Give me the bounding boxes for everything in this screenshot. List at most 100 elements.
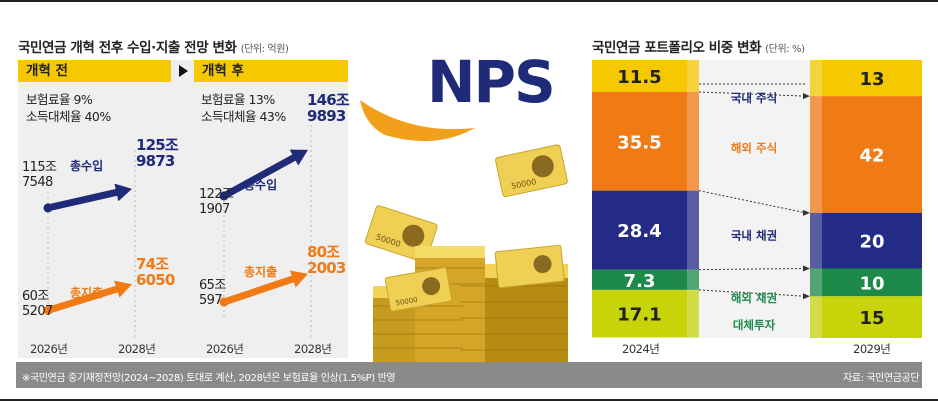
footer-note: ※국민연금 중기재정전망(2024~2028) 토대로 계산, 2028년은 보… [22,373,396,384]
portfolio-bar-2029년-국내 주식 [822,60,922,97]
portfolio-value-2024년-국내 주식: 11.5 [617,67,661,88]
after-year-2026: 2026년 [206,342,244,356]
portfolio-value-2029년-국내 주식: 13 [859,69,884,90]
left-unit: (단위: 억원) [240,44,289,55]
center-illustration: NPS 50000 50000 [360,48,568,362]
portfolio-bar-2029년-해외 주식 [822,96,922,213]
after-expense-2026-value: 65조 597 [199,278,226,308]
footer-source: 자료: 국민연금공단 [843,373,920,384]
portfolio-bar-2029년-국내 채권 [822,212,922,269]
portfolio-bar-2024년-국내 채권 [592,190,687,270]
portfolio-connector-arrow-3 [803,265,810,272]
before-income-label: 총수입 [70,159,104,173]
portfolio-flap-2024년-해외 주식 [687,91,699,191]
after-expense-arrow-line [220,274,300,306]
portfolio-flap-2029년-해외 채권 [810,268,822,297]
before-year-2026: 2026년 [30,342,68,356]
after-income-arrow-head [289,149,308,166]
right-heading: 국민연금 포트폴리오 비중 변화 (단위: %) [592,36,805,56]
left-heading: 국민연금 개혁 전후 수입·지출 전망 변화 (단위: 억원) [18,36,289,56]
left-panel [18,60,348,358]
after-rate-premium: 보험료율 13% [201,92,275,107]
portfolio-value-2024년-국내 채권: 28.4 [617,221,661,242]
portfolio-flap-2029년-대체투자 [810,296,822,338]
portfolio-connector-arrow-2 [803,209,810,216]
portfolio-value-2024년-대체투자: 17.1 [617,305,661,326]
before-expense-2026-value: 60조 5207 [22,289,53,319]
after-income-start-point [219,191,229,201]
portfolio-value-2029년-국내 채권: 20 [859,232,884,253]
before-expense-arrow-head [114,280,132,298]
portfolio-bar-2024년-해외 채권 [592,269,687,290]
portfolio-value-2024년-해외 주식: 35.5 [617,132,661,153]
after-year-2028: 2028년 [294,342,332,356]
before-income-start-point [43,203,53,213]
portfolio-gap-panel [687,60,822,338]
nps-logo-swoosh [360,100,475,142]
after-expense-2028-value: 80조 2003 [307,243,346,277]
portfolio-bar-2029년-해외 채권 [822,268,922,297]
portfolio-category-대체투자: 대체투자 [733,318,776,332]
right-title: 국민연금 포트폴리오 비중 변화 [592,40,762,56]
nps-logo-text: NPS [427,48,554,116]
after-expense-label: 총지출 [244,265,278,279]
before-expense-label: 총지출 [70,286,104,300]
before-year-2028: 2028년 [118,342,156,356]
before-expense-arrow-line [44,284,124,314]
before-rate-premium: 보험료율 9% [26,92,93,107]
portfolio-flap-2029년-국내 채권 [810,212,822,269]
portfolio-connector-4 [698,289,807,297]
portfolio-bar-2029년-대체투자 [822,296,922,338]
portfolio-flap-2029년-해외 주식 [810,96,822,213]
portfolio-bar-2024년-국내 주식 [592,60,687,92]
tag-before: 개혁 전 [18,60,171,82]
portfolio-connector-3 [698,268,807,271]
portfolio-flap-2024년-국내 주식 [687,60,699,92]
before-rate-replacement: 소득대체율 40% [26,109,111,124]
portfolio-category-해외 주식: 해외 주식 [731,141,777,155]
after-expense-start-point [219,297,229,307]
portfolio-connector-arrow-1 [803,93,810,100]
portfolio-connector-arrow-4 [803,293,810,300]
left-title: 국민연금 개혁 전후 수입·지출 전망 변화 [18,40,237,56]
banknote-flying-1: 50000 [495,144,568,198]
portfolio-category-국내 채권: 국내 채권 [731,228,777,242]
portfolio-flap-2024년-대체투자 [687,289,699,338]
before-expense-start-point [43,305,53,315]
before-income-2026-value: 115조 7548 [22,160,57,190]
after-expense-arrow-head [289,270,308,288]
banknote-stack-label: 50000 [395,296,418,308]
portfolio-connector-1 [698,91,807,97]
before-expense-2028-value: 74조 6050 [136,255,175,289]
portfolio-value-2029년-대체투자: 15 [859,308,884,329]
portfolio-year-2029: 2029년 [853,342,891,356]
play-arrow-icon [179,65,188,77]
before-income-2028-value: 125조 9873 [136,136,179,170]
tag-after: 개혁 후 [194,60,348,82]
bottom-rule [0,399,938,401]
after-income-arrow-line [220,152,300,200]
after-rate-replacement: 소득대체율 43% [201,109,286,124]
portfolio-category-해외 채권: 해외 채권 [731,291,777,305]
after-income-label: 총수입 [244,178,278,192]
portfolio-value-2029년-해외 채권: 10 [859,273,884,294]
portfolio-value-2029년-해외 주식: 42 [859,146,884,167]
top-rule [0,0,938,2]
footer-bar [16,362,922,388]
portfolio-year-2024: 2024년 [622,342,660,356]
before-income-arrow-head [114,183,132,202]
before-income-arrow-line [44,188,124,212]
after-income-2028-value: 146조 9893 [307,91,350,125]
portfolio-bar-2024년-해외 주식 [592,91,687,191]
right-unit: (단위: %) [765,44,805,55]
portfolio-category-국내 주식: 국내 주식 [731,91,777,105]
portfolio-bar-2024년-대체투자 [592,289,687,338]
portfolio-flap-2029년-국내 주식 [810,60,822,97]
banknote-stacks: 50000 [373,244,568,362]
portfolio-value-2024년-해외 채권: 7.3 [624,271,656,292]
portfolio-flap-2024년-국내 채권 [687,190,699,270]
after-income-2026-value: 122조 1907 [199,187,234,217]
